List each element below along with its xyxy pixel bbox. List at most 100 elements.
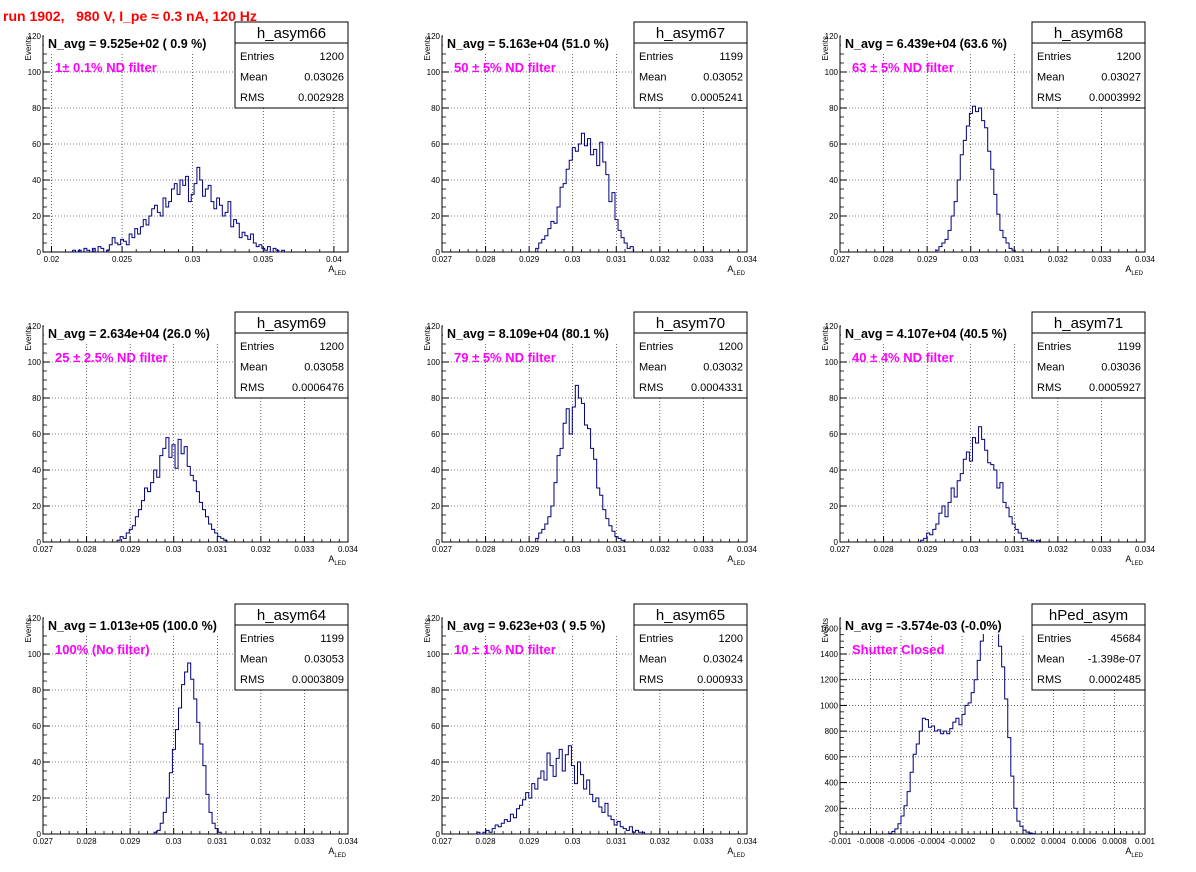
x-axis-title: ALED xyxy=(328,846,346,859)
stats-value: 0.0005241 xyxy=(691,92,743,104)
histogram-bins xyxy=(536,385,624,542)
histogram-bin xyxy=(996,633,999,834)
x-tick-label: 0.029 xyxy=(519,255,540,264)
navg-box xyxy=(44,617,272,634)
y-tick-label: 20 xyxy=(32,212,41,221)
x-tick-label: 0.029 xyxy=(917,545,938,554)
histogram-bin xyxy=(183,185,186,252)
y-tick-label: 0 xyxy=(436,248,441,257)
stats-value: 0.03024 xyxy=(703,654,743,666)
histogram-bin xyxy=(535,789,538,834)
x-tick-label: 0.028 xyxy=(77,837,98,846)
stats-value: 0.03052 xyxy=(703,72,743,84)
stats-key: Entries xyxy=(639,633,674,645)
y-tick-label: 80 xyxy=(32,394,41,403)
stats-key: Mean xyxy=(240,654,268,666)
histogram-bin xyxy=(553,776,556,834)
histogram-bin xyxy=(554,223,557,252)
x-tick-label: 0.029 xyxy=(917,255,938,264)
y-tick-label: 20 xyxy=(829,212,838,221)
histogram-bin xyxy=(999,646,1002,834)
x-tick-label: 0.03 xyxy=(963,255,979,264)
navg-label: N_avg = 6.439e+04 (63.6 %) xyxy=(845,37,1007,51)
x-tick-label: 0.03 xyxy=(565,837,581,846)
histogram-bin xyxy=(572,148,575,252)
stats-value: 45684 xyxy=(1110,633,1141,645)
stats-key: Entries xyxy=(639,51,674,63)
stats-title: h_asym65 xyxy=(656,607,725,624)
x-tick-label: 0.033 xyxy=(693,255,714,264)
navg-label: N_avg = -3.574e-03 (-0.0%) xyxy=(845,619,1002,633)
histogram-bin xyxy=(603,162,606,252)
stats-title: h_asym70 xyxy=(656,315,725,332)
y-tick-label: 0 xyxy=(37,830,42,839)
x-tick-label: 0.03 xyxy=(166,837,182,846)
stats-key: RMS xyxy=(240,382,264,394)
y-tick-label: 1200 xyxy=(820,676,838,685)
x-tick-label: -0.001 xyxy=(829,837,852,846)
histogram-bin xyxy=(627,248,630,252)
y-axis-title: Events xyxy=(821,326,830,350)
histogram-series xyxy=(535,132,634,252)
x-tick-label: 0.031 xyxy=(207,837,228,846)
histogram-bin xyxy=(146,225,149,252)
y-tick-label: 100 xyxy=(28,358,42,367)
x-tick-label: 0.028 xyxy=(476,837,497,846)
histogram-bin xyxy=(132,238,135,252)
y-tick-label: 80 xyxy=(431,394,440,403)
histogram-bin xyxy=(520,805,523,834)
x-tick-label: 0.032 xyxy=(650,837,671,846)
y-tick-label: 80 xyxy=(431,686,440,695)
x-tick-label: 0.0002 xyxy=(1011,837,1036,846)
stats-title: hPed_asym xyxy=(1049,607,1128,624)
x-tick-label: 0.028 xyxy=(476,545,497,554)
x-tick-label: 0.032 xyxy=(1048,255,1069,264)
y-tick-label: 200 xyxy=(825,804,839,813)
y-tick-label: 40 xyxy=(431,758,440,767)
histogram-bin xyxy=(157,212,160,252)
histogram-bin xyxy=(177,194,180,252)
y-tick-label: 20 xyxy=(431,212,440,221)
y-tick-label: 60 xyxy=(431,140,440,149)
y-tick-label: 0 xyxy=(37,538,42,547)
x-tick-label: 0.04 xyxy=(326,255,342,264)
histogram-bin xyxy=(626,830,629,834)
histogram-bin xyxy=(166,207,169,252)
stats-key: Mean xyxy=(1037,362,1065,374)
y-tick-label: 1400 xyxy=(820,650,838,659)
x-tick-label: 0.033 xyxy=(1091,545,1112,554)
x-tick-label: 0.031 xyxy=(606,837,627,846)
y-tick-label: 60 xyxy=(32,140,41,149)
navg-box xyxy=(841,617,1069,634)
histogram-bin xyxy=(118,245,121,252)
navg-label: N_avg = 9.525e+02 ( 0.9 %) xyxy=(48,37,206,51)
navg-box xyxy=(841,325,1069,342)
histogram-bin xyxy=(498,827,501,834)
filter-label: 10 ± 1% ND filter xyxy=(454,642,556,657)
y-tick-label: 20 xyxy=(431,794,440,803)
stats-value: -1.398e-07 xyxy=(1088,654,1141,666)
x-tick-label: 0.031 xyxy=(1004,545,1025,554)
histogram-bin xyxy=(932,726,935,834)
histogram-bin xyxy=(988,463,991,542)
y-tick-label: 0 xyxy=(436,538,441,547)
y-axis-title: Events xyxy=(821,618,830,642)
y-axis-title: Events xyxy=(24,326,33,350)
y-tick-label: 100 xyxy=(825,358,839,367)
stats-key: RMS xyxy=(639,674,663,686)
x-axis-title: ALED xyxy=(727,264,745,277)
x-axis-title: ALED xyxy=(328,554,346,567)
histogram-bin xyxy=(963,140,966,252)
panel-h_asym70: 0.027 0.028 0.029 0.03 0.031 0.032 0.033 0.034 0… xyxy=(423,311,758,567)
stats-value: 0.0006476 xyxy=(292,382,344,394)
stats-value: 0.03027 xyxy=(1101,72,1141,84)
stats-title: h_asym71 xyxy=(1054,315,1123,332)
x-tick-label: 0.027 xyxy=(432,255,453,264)
x-axis-title: ALED xyxy=(727,846,745,859)
stats-box xyxy=(234,311,349,399)
histogram-series xyxy=(72,166,285,253)
y-tick-label: 80 xyxy=(32,104,41,113)
stats-key: Entries xyxy=(1037,51,1072,63)
navg-box xyxy=(841,35,1069,52)
histogram-series xyxy=(476,745,646,835)
